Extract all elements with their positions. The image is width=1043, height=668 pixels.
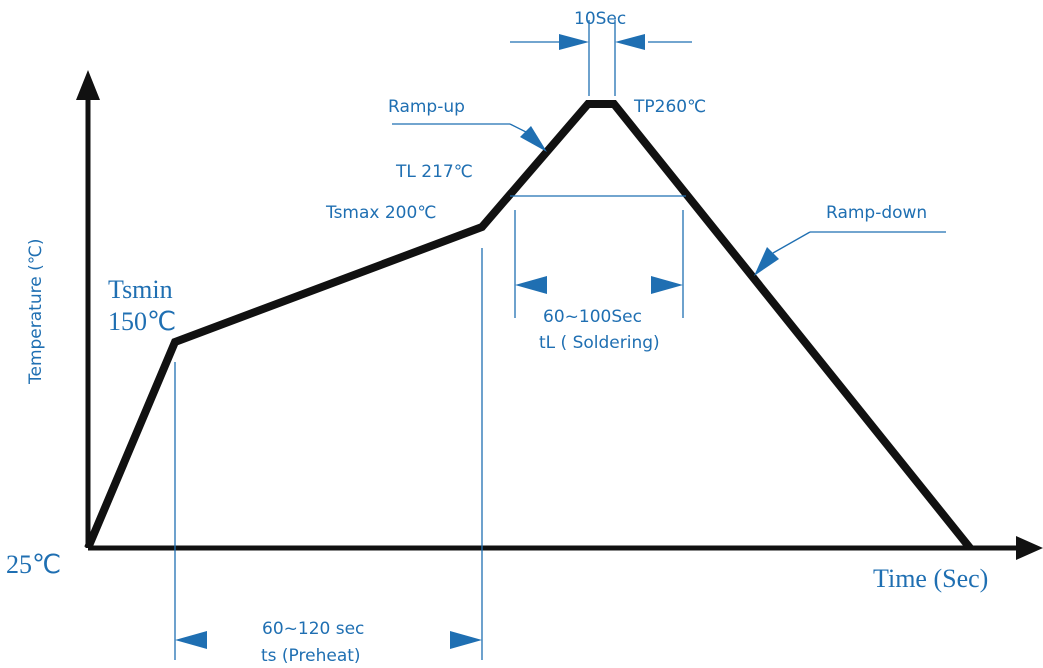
x-axis-arrowhead bbox=[1016, 536, 1043, 560]
preheat-arrow-left bbox=[175, 631, 207, 649]
reflow-profile-curve bbox=[84, 100, 974, 551]
annotation-arrowheads bbox=[175, 34, 779, 649]
preheat-arrow-right bbox=[450, 631, 482, 649]
annotation-guides bbox=[174, 20, 946, 660]
ramp-leader-diagonals bbox=[509, 123, 811, 254]
origin-temperature-label: 25℃ bbox=[6, 550, 61, 579]
y-axis-arrowhead bbox=[76, 70, 100, 100]
peak-arrow-left bbox=[615, 34, 645, 50]
ramp-down-arrow bbox=[754, 247, 779, 276]
peak-arrow-right bbox=[559, 34, 589, 50]
preheat-time-label: 60~120 sec bbox=[262, 619, 364, 639]
soldering-arrow-left bbox=[515, 276, 547, 294]
tsmin-name-label: Tsmin bbox=[108, 275, 173, 304]
tsmin-temp-label: 150℃ bbox=[108, 307, 176, 336]
preheat-name-label: ts (Preheat) bbox=[261, 646, 361, 666]
peak-time-label: 10Sec bbox=[574, 9, 626, 29]
soldering-arrow-right bbox=[651, 276, 683, 294]
tl-label: TL 217℃ bbox=[395, 162, 473, 182]
ramp-up-label: Ramp-up bbox=[388, 97, 465, 117]
ramp-up-arrow bbox=[520, 126, 547, 152]
x-axis-label: Time (Sec) bbox=[873, 564, 988, 593]
soldering-time-label: 60~100Sec bbox=[543, 307, 642, 327]
tp-label: TP260℃ bbox=[633, 97, 706, 117]
tsmax-label: Tsmax 200℃ bbox=[325, 203, 436, 223]
soldering-name-label: tL ( Soldering) bbox=[539, 333, 660, 353]
ramp-down-label: Ramp-down bbox=[826, 203, 927, 223]
y-axis-label: Temperature (℃) bbox=[26, 239, 46, 385]
